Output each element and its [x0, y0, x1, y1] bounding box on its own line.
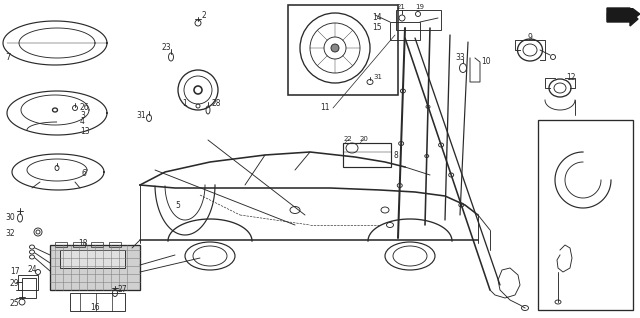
Text: 30: 30 — [5, 213, 15, 223]
Bar — [70, 293, 125, 311]
Text: 15: 15 — [372, 23, 381, 31]
Ellipse shape — [331, 44, 339, 52]
Text: 5: 5 — [175, 201, 180, 210]
Text: 18: 18 — [78, 238, 88, 247]
Text: 6: 6 — [82, 169, 87, 178]
Text: 28: 28 — [212, 99, 221, 107]
Text: 19: 19 — [415, 4, 424, 10]
Text: 3: 3 — [80, 110, 85, 120]
Bar — [22, 278, 36, 298]
Text: 7: 7 — [5, 52, 10, 61]
Text: 9: 9 — [527, 33, 532, 43]
Bar — [396, 10, 441, 30]
Text: 2: 2 — [202, 11, 207, 20]
Bar — [343, 143, 391, 167]
Bar — [60, 250, 125, 268]
Text: 23: 23 — [162, 44, 172, 52]
FancyArrow shape — [623, 8, 640, 20]
Text: 31: 31 — [136, 110, 146, 120]
Text: 10: 10 — [481, 58, 491, 66]
Text: 16: 16 — [90, 303, 100, 313]
Polygon shape — [607, 8, 638, 26]
Text: 33: 33 — [455, 52, 465, 61]
Bar — [288, 5, 398, 95]
Bar — [538, 120, 633, 310]
Bar — [109, 242, 121, 247]
Text: 4: 4 — [80, 117, 85, 127]
Bar — [18, 275, 38, 290]
Bar — [50, 245, 140, 290]
Text: FR.: FR. — [606, 10, 623, 18]
Text: 32: 32 — [5, 229, 15, 238]
Text: 27: 27 — [118, 286, 127, 294]
Text: 21: 21 — [397, 4, 406, 10]
Text: 1: 1 — [182, 99, 187, 107]
Bar — [91, 242, 103, 247]
Text: 24: 24 — [28, 266, 38, 274]
Text: 22: 22 — [344, 136, 353, 142]
Text: 29: 29 — [10, 279, 20, 287]
Text: 20: 20 — [360, 136, 369, 142]
Text: 25: 25 — [10, 300, 20, 308]
Bar — [55, 242, 67, 247]
Text: 26: 26 — [80, 102, 90, 112]
Text: FR.: FR. — [605, 12, 621, 22]
Text: 31: 31 — [373, 74, 382, 80]
Bar — [390, 22, 420, 40]
Text: 14: 14 — [372, 13, 381, 23]
Text: 12: 12 — [566, 73, 575, 82]
Text: 13: 13 — [80, 127, 90, 135]
Text: 8: 8 — [393, 150, 397, 160]
Bar — [73, 242, 85, 247]
Text: 17: 17 — [10, 267, 20, 276]
Text: 11: 11 — [320, 103, 330, 113]
